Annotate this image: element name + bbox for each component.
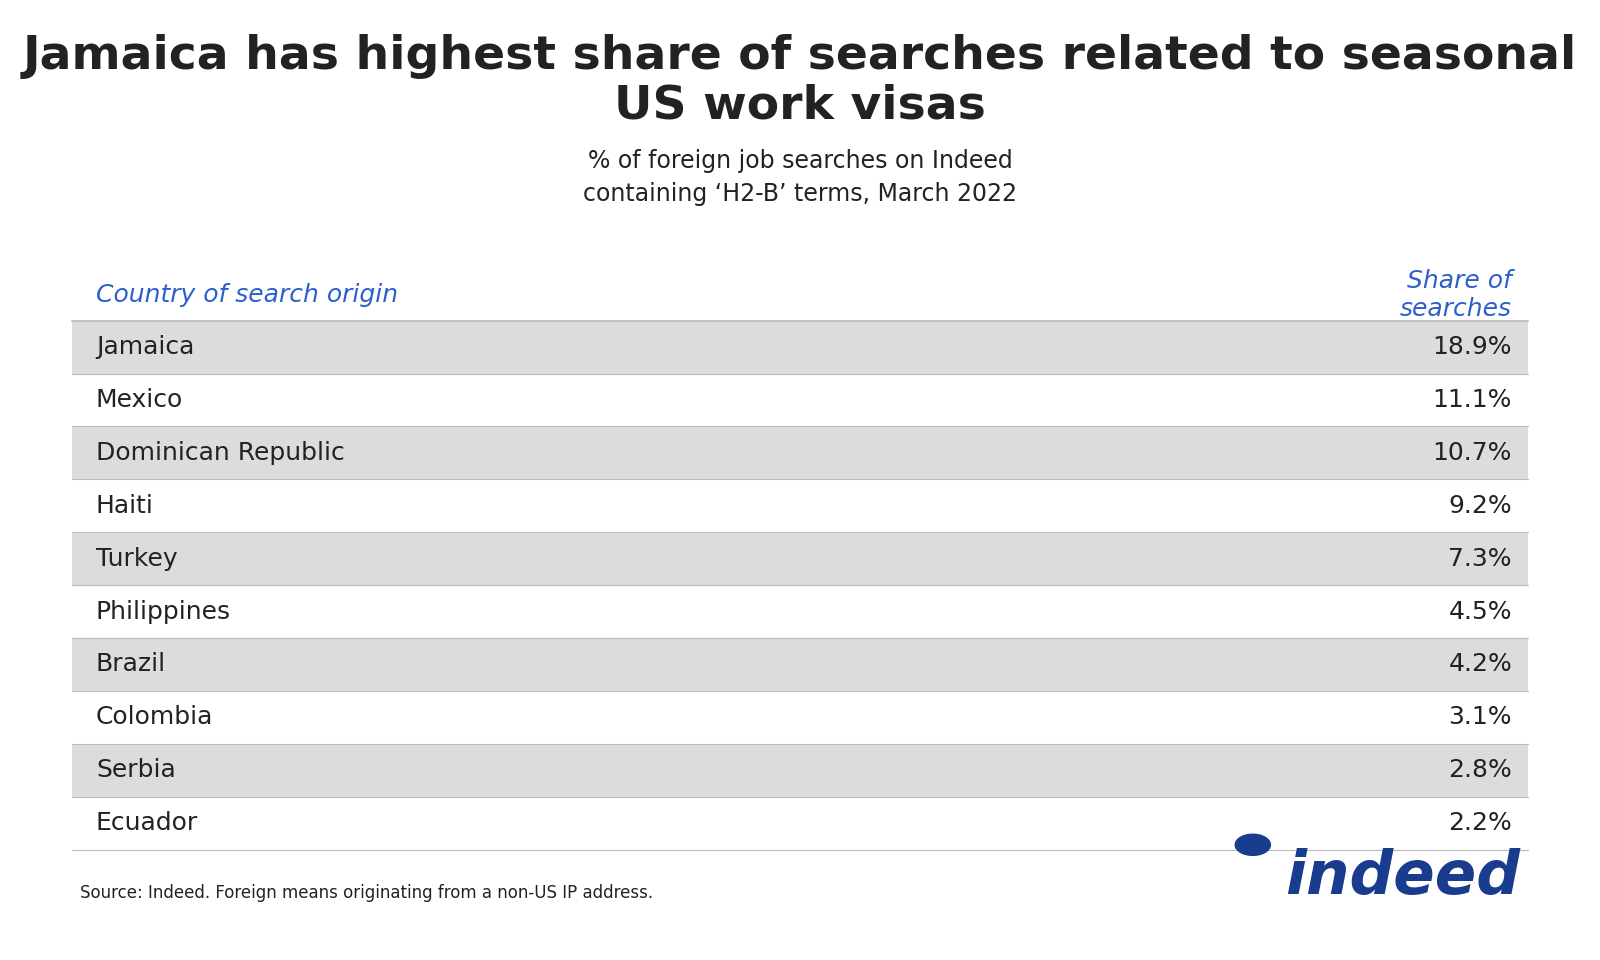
Text: Brazil: Brazil [96, 653, 166, 677]
Text: 9.2%: 9.2% [1448, 493, 1512, 517]
Text: Colombia: Colombia [96, 706, 213, 730]
Text: 2.2%: 2.2% [1448, 811, 1512, 835]
Text: 10.7%: 10.7% [1432, 441, 1512, 465]
Text: Share of
searches: Share of searches [1400, 269, 1512, 321]
Text: Source: Indeed. Foreign means originating from a non-US IP address.: Source: Indeed. Foreign means originatin… [80, 884, 653, 902]
Text: Philippines: Philippines [96, 600, 230, 624]
Text: indeed: indeed [1285, 849, 1520, 907]
Text: 11.1%: 11.1% [1432, 388, 1512, 412]
Text: 2.8%: 2.8% [1448, 758, 1512, 782]
Text: Turkey: Turkey [96, 546, 178, 570]
Text: Jamaica has highest share of searches related to seasonal
US work visas: Jamaica has highest share of searches re… [22, 34, 1578, 129]
Text: Mexico: Mexico [96, 388, 184, 412]
Text: Serbia: Serbia [96, 758, 176, 782]
Text: Dominican Republic: Dominican Republic [96, 441, 344, 465]
Text: Ecuador: Ecuador [96, 811, 198, 835]
Text: 3.1%: 3.1% [1448, 706, 1512, 730]
Text: 18.9%: 18.9% [1432, 335, 1512, 359]
Text: Country of search origin: Country of search origin [96, 283, 398, 307]
Text: Haiti: Haiti [96, 493, 154, 517]
Text: 4.2%: 4.2% [1448, 653, 1512, 677]
Text: Jamaica: Jamaica [96, 335, 194, 359]
Text: 7.3%: 7.3% [1448, 546, 1512, 570]
Text: 4.5%: 4.5% [1448, 600, 1512, 624]
Text: % of foreign job searches on Indeed
containing ‘H2-B’ terms, March 2022: % of foreign job searches on Indeed cont… [582, 149, 1018, 206]
